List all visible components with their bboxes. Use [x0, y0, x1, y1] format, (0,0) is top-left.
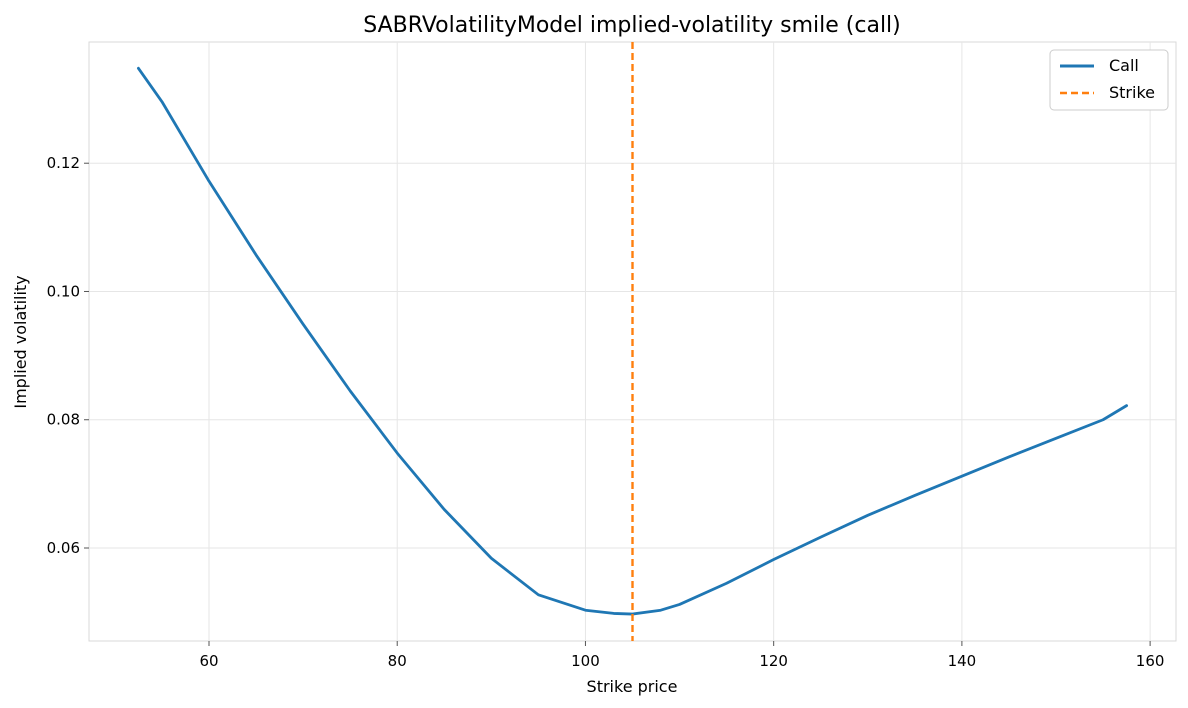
legend-label-strike: Strike: [1109, 83, 1155, 102]
chart-title: SABRVolatilityModel implied-volatility s…: [363, 13, 901, 38]
y-axis-ticks: 0.06 0.08 0.10 0.12: [47, 154, 89, 557]
y-axis-label: Implied volatility: [11, 275, 30, 408]
x-axis-ticks: 60 80 100 120 140 160: [199, 641, 1164, 670]
x-axis-label: Strike price: [587, 677, 678, 696]
y-tick-label: 0.06: [47, 539, 80, 557]
series-layer: [137, 42, 1128, 641]
legend-label-call: Call: [1109, 56, 1139, 75]
x-tick-label: 60: [199, 652, 218, 670]
legend: Call Strike: [1049, 49, 1169, 111]
y-tick-label: 0.08: [47, 411, 80, 429]
y-tick-label: 0.12: [47, 154, 80, 172]
x-tick-label: 100: [571, 652, 600, 670]
x-tick-label: 80: [388, 652, 407, 670]
y-tick-label: 0.10: [47, 282, 80, 300]
x-tick-label: 140: [948, 652, 977, 670]
x-tick-label: 160: [1136, 652, 1165, 670]
x-tick-label: 120: [759, 652, 788, 670]
